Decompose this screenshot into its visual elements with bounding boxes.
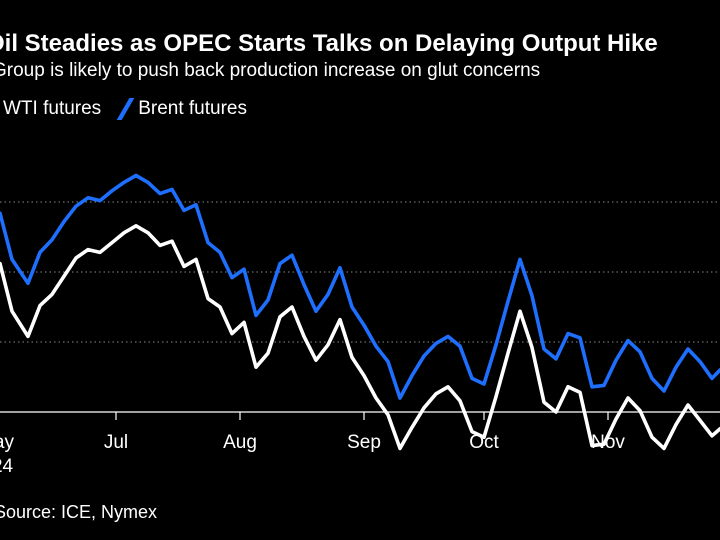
x-axis: May 2024 Jul Aug Sep Oct Nov	[0, 412, 625, 477]
legend-item-wti: WTI futures	[0, 98, 101, 120]
gridlines	[0, 201, 720, 413]
x-tick-label: Aug	[223, 432, 257, 453]
x-tick-label: Nov	[591, 432, 625, 453]
x-tick-label: Oct	[469, 432, 499, 453]
chart-subtitle: Group is likely to push back production …	[0, 60, 541, 81]
x-tick-label: May	[0, 432, 14, 453]
x-tick-label: Sep	[347, 432, 381, 453]
legend: WTI futures Brent futures	[0, 98, 269, 120]
source-note: Source: ICE, Nymex	[0, 502, 158, 522]
legend-label-brent: Brent futures	[138, 98, 247, 119]
legend-label-wti: WTI futures	[3, 98, 102, 119]
x-tick-label: Jul	[104, 432, 128, 453]
chart-title: Oil Steadies as OPEC Starts Talks on Del…	[0, 30, 658, 57]
legend-item-brent: Brent futures	[116, 98, 247, 120]
series-lines	[0, 173, 720, 451]
series-line-brent	[0, 173, 720, 400]
series-line-wti	[0, 224, 720, 451]
x-tick-sublabel: 2024	[0, 456, 14, 477]
